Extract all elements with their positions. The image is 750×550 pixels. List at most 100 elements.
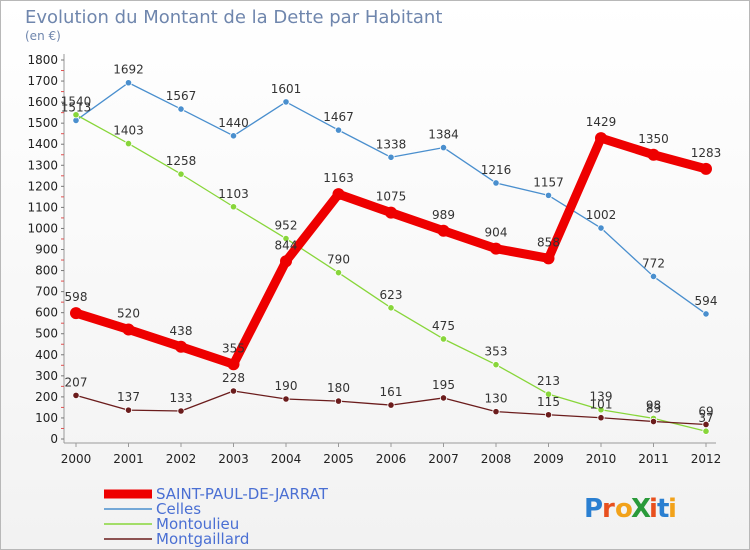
- data-label: 1103: [218, 187, 249, 201]
- data-label: 83: [646, 402, 661, 416]
- y-tick-label: 100: [35, 411, 58, 425]
- data-point: [700, 162, 712, 175]
- data-label: 1540: [61, 95, 92, 109]
- y-tick-label: 1300: [27, 158, 58, 172]
- data-label: 139: [590, 390, 613, 404]
- data-label: 858: [537, 235, 560, 249]
- y-tick-label: 1100: [27, 200, 58, 214]
- data-label: 1002: [586, 208, 617, 222]
- data-label: 37: [698, 411, 713, 425]
- data-label: 137: [117, 390, 140, 404]
- data-point: [387, 153, 395, 161]
- data-point: [702, 420, 710, 429]
- data-point: [282, 395, 290, 403]
- data-point: [280, 255, 292, 268]
- data-label: 130: [485, 392, 508, 406]
- legend-label: Celles: [156, 500, 201, 518]
- data-point: [649, 272, 658, 281]
- data-point: [702, 427, 710, 435]
- y-tick-label: 400: [35, 348, 58, 362]
- data-label: 1601: [271, 82, 302, 96]
- y-tick-label: 1600: [27, 95, 58, 109]
- data-point: [542, 252, 555, 265]
- data-point: [229, 203, 238, 211]
- data-point: [282, 234, 290, 243]
- logo-letter: X: [631, 494, 651, 524]
- y-tick-label: 800: [35, 264, 58, 278]
- logo-letter: P: [584, 494, 603, 524]
- data-point: [177, 105, 185, 113]
- data-label: 1567: [166, 89, 197, 103]
- y-tick-label: 1200: [27, 179, 58, 193]
- x-tick-label: 2000: [61, 452, 92, 466]
- data-point: [490, 242, 502, 255]
- x-tick-label: 2005: [323, 452, 354, 466]
- data-point: [227, 358, 240, 371]
- chart-unit-label: (en €): [25, 29, 61, 43]
- data-label: 598: [65, 290, 88, 304]
- data-point: [492, 361, 500, 369]
- data-label: 1467: [323, 110, 354, 124]
- data-label: 98: [646, 398, 661, 412]
- data-label: 69: [698, 404, 713, 418]
- data-label: 904: [485, 226, 508, 240]
- logo-letter: i: [668, 494, 677, 524]
- data-point: [177, 170, 185, 178]
- chart-title: Evolution du Montant de la Dette par Hab…: [25, 7, 442, 28]
- data-point: [437, 224, 450, 237]
- y-tick-label: 300: [35, 369, 58, 383]
- data-point: [72, 391, 80, 400]
- data-label: 1338: [376, 137, 407, 151]
- data-label: 133: [170, 391, 193, 405]
- data-point: [387, 401, 395, 409]
- series-layer: [70, 79, 712, 435]
- x-tick-label: 2004: [271, 452, 302, 466]
- data-labels-layer: 1513169215671440160114671338138412161157…: [61, 63, 722, 425]
- x-tick-label: 2003: [218, 452, 249, 466]
- data-label: 190: [275, 379, 298, 393]
- data-point: [332, 188, 345, 201]
- data-point: [72, 111, 80, 119]
- data-point: [544, 191, 553, 199]
- data-point: [439, 143, 448, 152]
- data-label: 844: [275, 238, 298, 252]
- data-label: 1350: [638, 132, 669, 146]
- data-point: [70, 307, 82, 320]
- y-tick-label: 600: [35, 306, 58, 320]
- data-point: [229, 132, 238, 140]
- y-tick-label: 1700: [27, 74, 58, 88]
- legend-label: Montgaillard: [156, 530, 249, 548]
- logo-letter: r: [602, 494, 615, 524]
- data-point: [385, 206, 397, 219]
- legend-label: Montoulieu: [156, 515, 239, 533]
- data-label: 1258: [166, 154, 197, 168]
- data-point: [492, 408, 500, 416]
- data-label: 1216: [481, 163, 512, 177]
- data-label: 228: [222, 371, 245, 385]
- data-point: [647, 148, 660, 161]
- legend-label: SAINT-PAUL-DE-JARRAT: [156, 485, 329, 503]
- data-label: 438: [170, 324, 193, 338]
- proxiti-logo: Pr oXi ti: [584, 494, 677, 524]
- data-label: 101: [590, 398, 613, 412]
- x-tick-label: 2008: [481, 452, 512, 466]
- data-point: [334, 269, 343, 277]
- data-label: 1403: [113, 124, 144, 138]
- data-label: 353: [485, 345, 508, 359]
- data-label: 772: [642, 256, 665, 270]
- data-point: [124, 139, 133, 148]
- data-point: [544, 390, 553, 398]
- x-tick-label: 2001: [113, 452, 144, 466]
- data-point: [597, 414, 605, 422]
- data-label: 195: [432, 378, 455, 392]
- data-point: [544, 411, 553, 419]
- data-label: 520: [117, 307, 140, 321]
- data-point: [124, 79, 133, 87]
- data-label: 213: [537, 374, 560, 388]
- data-point: [597, 406, 605, 414]
- y-tick-label: 1500: [27, 116, 58, 130]
- data-point: [175, 340, 187, 353]
- x-tick-label: 2012: [691, 452, 722, 466]
